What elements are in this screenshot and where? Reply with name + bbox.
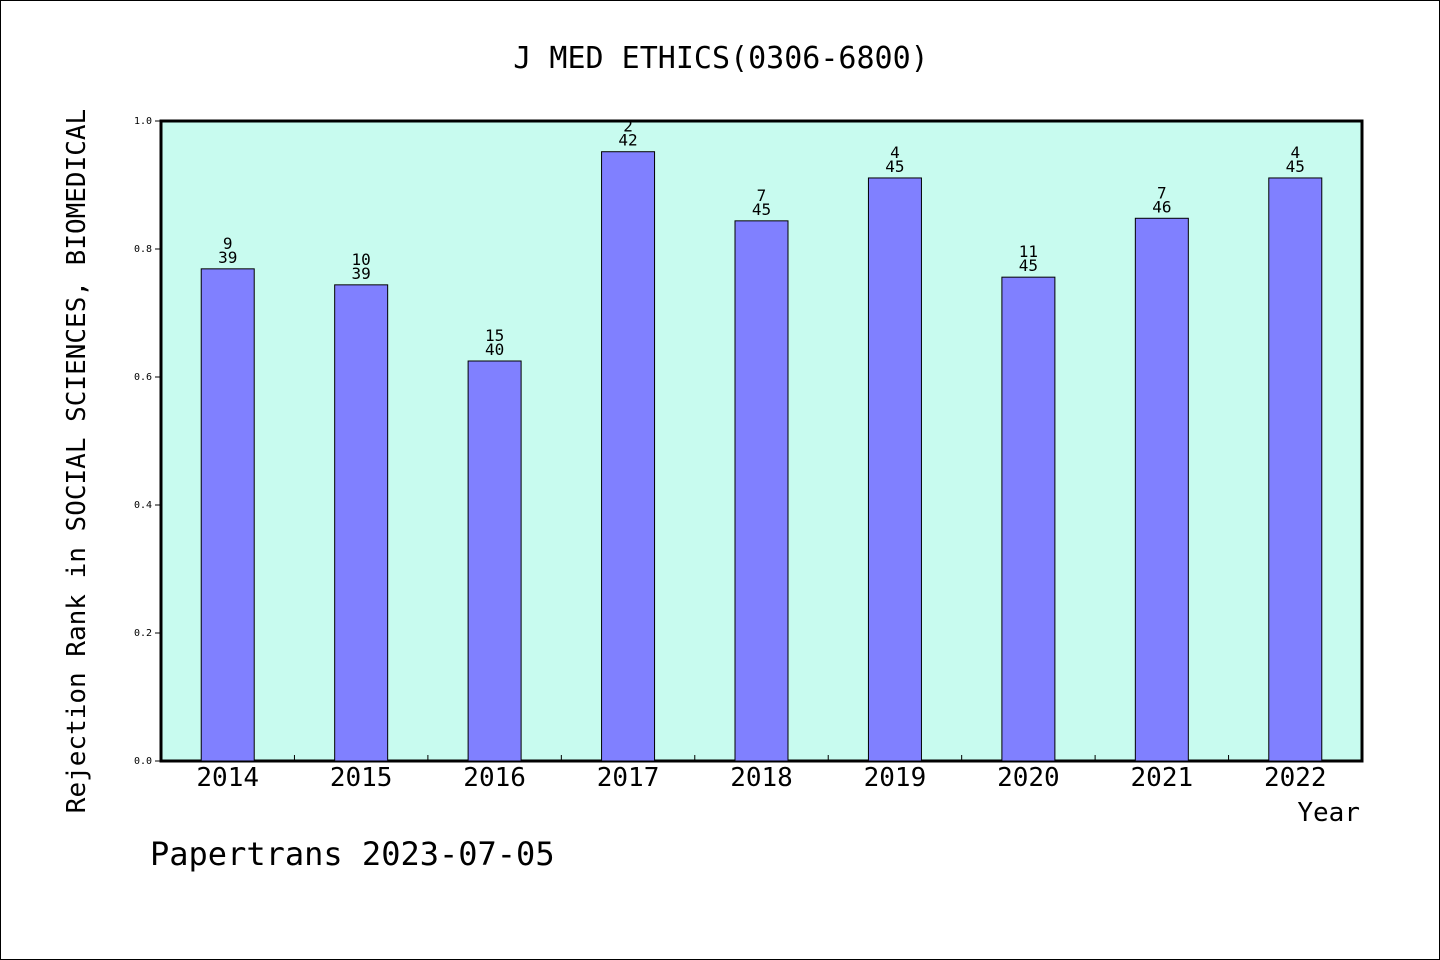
bar-rank-label: 4 [890, 143, 900, 162]
bar-total-label: 45 [1019, 256, 1038, 275]
bar-rank-label: 4 [1290, 143, 1300, 162]
x-tick-label: 2019 [864, 763, 927, 793]
x-tick-label: 2017 [597, 763, 660, 793]
y-axis: 0.0 0.2 0.4 0.6 0.8 1.0 [134, 116, 161, 767]
x-axis-label: Year [1297, 798, 1360, 828]
x-tick-label: 2021 [1131, 763, 1194, 793]
y-tick-label: 0.0 [134, 756, 152, 767]
bar-rank-label: 9 [223, 234, 233, 253]
bar-rank-label: 10 [352, 250, 371, 269]
bar-rank-label: 7 [1157, 183, 1167, 202]
bar-total-label: 46 [1152, 197, 1171, 216]
y-tick-label: 0.8 [134, 244, 152, 255]
bar-total-label: 40 [485, 340, 504, 359]
bar [467, 360, 522, 762]
bar-rank-label: 11 [1019, 242, 1038, 261]
x-tick-label: 2018 [730, 763, 793, 793]
chart-title: J MED ETHICS(0306-6800) [513, 41, 928, 76]
y-tick-label: 0.6 [134, 372, 152, 383]
bar-total-label: 45 [885, 157, 904, 176]
y-axis-label: Rejection Rank in SOCIAL SCIENCES, BIOME… [62, 109, 92, 813]
x-tick-label: 2016 [463, 763, 526, 793]
bar-total-label: 39 [352, 264, 371, 283]
bar-rank-label: 2 [623, 117, 633, 136]
x-axis: 2014 2015 2016 2017 2018 2019 2020 2021 2022 [196, 755, 1327, 793]
x-tick-label: 2014 [196, 763, 259, 793]
bar [601, 151, 656, 762]
bar-total-label: 42 [618, 131, 637, 150]
bar-total-label: 45 [1286, 157, 1305, 176]
bar-rank-label: 15 [485, 326, 504, 345]
x-tick-label: 2020 [997, 763, 1060, 793]
y-tick-label: 0.4 [134, 500, 152, 511]
x-tick-label: 2015 [330, 763, 393, 793]
bar [1001, 276, 1056, 762]
bar [867, 177, 922, 762]
bar [334, 284, 389, 762]
bar-total-label: 39 [218, 248, 237, 267]
y-tick-label: 0.2 [134, 628, 152, 639]
x-tick-label: 2022 [1264, 763, 1327, 793]
bar-total-label: 45 [752, 200, 771, 219]
bar [1134, 217, 1189, 762]
bar [734, 220, 789, 762]
bar-rank-label: 7 [757, 186, 767, 205]
footer-credit: Papertrans 2023-07-05 [150, 835, 555, 873]
bar [1268, 177, 1323, 762]
bar [200, 268, 255, 762]
y-tick-label: 1.0 [134, 116, 152, 127]
